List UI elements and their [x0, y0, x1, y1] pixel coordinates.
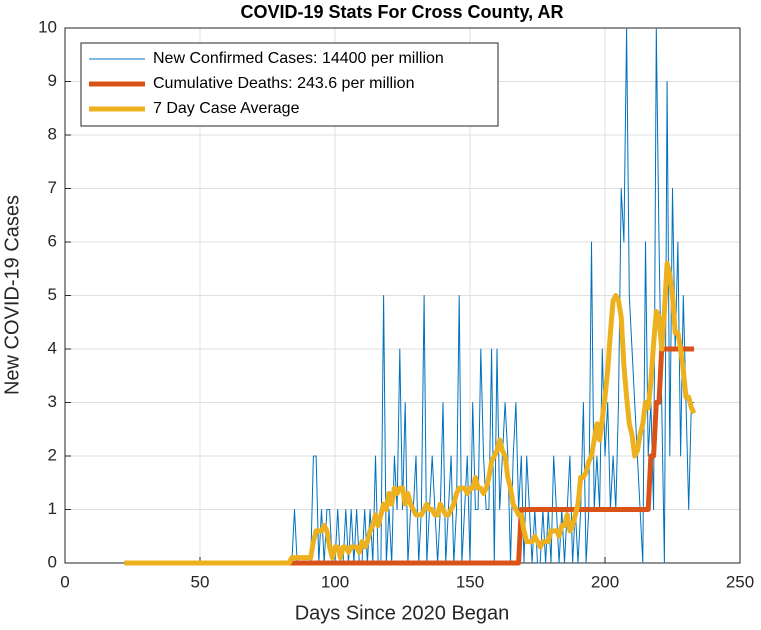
y-tick-label: 9: [48, 71, 57, 90]
legend-label: Cumulative Deaths: 243.6 per million: [153, 75, 414, 92]
y-tick-label: 3: [48, 392, 57, 411]
y-tick-label: 2: [48, 445, 57, 464]
x-axis-label: Days Since 2020 Began: [295, 602, 510, 624]
y-tick-label: 1: [48, 499, 57, 518]
x-tick-label: 150: [456, 572, 484, 591]
x-tick-label: 200: [591, 572, 619, 591]
y-tick-label: 8: [48, 124, 57, 143]
legend-label: New Confirmed Cases: 14400 per million: [153, 50, 444, 67]
y-tick-label: 4: [48, 338, 57, 357]
chart-title: COVID-19 Stats For Cross County, AR: [240, 2, 563, 22]
series-line: [124, 260, 697, 566]
x-tick-label: 250: [726, 572, 754, 591]
y-tick-label: 7: [48, 178, 57, 197]
y-tick-label: 6: [48, 231, 57, 250]
x-tick-label: 100: [321, 572, 349, 591]
x-tick-label: 0: [60, 572, 69, 591]
y-tick-label: 0: [48, 552, 57, 571]
legend: New Confirmed Cases: 14400 per million Cu…: [80, 42, 499, 127]
y-tick-label: 10: [38, 17, 57, 36]
y-axis-label: New COVID-19 Cases: [1, 195, 23, 395]
legend-label: 7 Day Case Average: [153, 100, 300, 117]
x-tick-label: 50: [191, 572, 210, 591]
legend-box: [80, 42, 499, 127]
y-tick-label: 5: [48, 285, 57, 304]
